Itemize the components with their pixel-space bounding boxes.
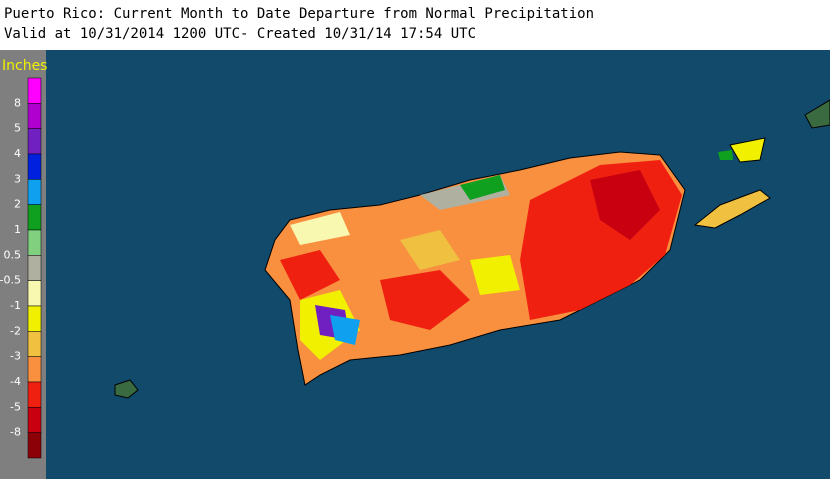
header-bg (0, 0, 830, 50)
legend-label: 2 (14, 198, 21, 211)
legend-label: -3 (10, 350, 21, 363)
island-culebra (729, 137, 766, 163)
island-st-thomas (804, 99, 830, 129)
legend-swatch (27, 128, 42, 155)
legend-swatch (27, 77, 42, 104)
legend-label: 3 (14, 172, 21, 185)
legend-swatch (27, 229, 42, 256)
title: Puerto Rico: Current Month to Date Depar… (4, 6, 594, 22)
legend-swatch (27, 331, 42, 357)
legend-swatch (27, 280, 42, 307)
legend-label: -8 (10, 426, 21, 439)
legend-title: Inches (2, 58, 47, 74)
island-vieques (693, 189, 771, 229)
island-culebrita (718, 150, 733, 160)
legend-label: -4 (10, 375, 21, 388)
legend-label: -1 (10, 299, 21, 312)
legend-swatch (27, 356, 42, 383)
legend-swatch (27, 255, 42, 281)
legend-label: 4 (14, 147, 21, 160)
legend: 8 5 4 3 2 1 0.5 -0.5 -1 -2 -3 -4 -5 -8 (0, 77, 42, 459)
legend-swatch (27, 407, 42, 433)
legend-label: 1 (14, 223, 21, 236)
legend-label: -5 (10, 400, 21, 413)
island-mona (114, 379, 139, 399)
legend-swatch (27, 432, 42, 459)
legend-swatch (27, 305, 42, 332)
island-main (264, 151, 686, 386)
legend-swatch (27, 103, 42, 129)
legend-swatch (27, 153, 42, 180)
legend-label: -0.5 (0, 274, 21, 287)
legend-label: 0.5 (4, 248, 22, 261)
legend-label: 8 (14, 96, 21, 109)
legend-swatch (27, 381, 42, 408)
legend-label: 5 (14, 122, 21, 135)
legend-label: -2 (10, 324, 21, 337)
legend-swatch (27, 204, 42, 231)
subtitle: Valid at 10/31/2014 1200 UTC- Created 10… (4, 26, 476, 42)
legend-swatch (27, 179, 42, 205)
